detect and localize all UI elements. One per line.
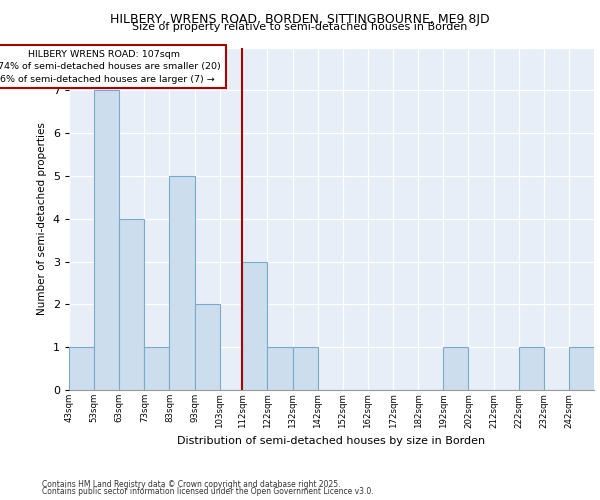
Text: Size of property relative to semi-detached houses in Borden: Size of property relative to semi-detach… (133, 22, 467, 32)
Bar (145, 347, 169, 390)
Text: Contains HM Land Registry data © Crown copyright and database right 2025.: Contains HM Land Registry data © Crown c… (42, 480, 341, 489)
Bar (293, 347, 317, 390)
Bar (94, 90, 119, 390)
Bar (69, 347, 94, 390)
Bar (268, 347, 293, 390)
Y-axis label: Number of semi-detached properties: Number of semi-detached properties (37, 122, 47, 315)
Text: HILBERY, WRENS ROAD, BORDEN, SITTINGBOURNE, ME9 8JD: HILBERY, WRENS ROAD, BORDEN, SITTINGBOUR… (110, 12, 490, 26)
Bar (443, 347, 469, 390)
Bar (169, 176, 194, 390)
Bar (119, 219, 145, 390)
Bar (569, 347, 594, 390)
Bar (518, 347, 544, 390)
Text: Contains public sector information licensed under the Open Government Licence v3: Contains public sector information licen… (42, 487, 374, 496)
Bar (242, 262, 268, 390)
X-axis label: Distribution of semi-detached houses by size in Borden: Distribution of semi-detached houses by … (178, 436, 485, 446)
Text: HILBERY WRENS ROAD: 107sqm
← 74% of semi-detached houses are smaller (20)
26% of: HILBERY WRENS ROAD: 107sqm ← 74% of semi… (0, 50, 221, 84)
Bar (194, 304, 220, 390)
